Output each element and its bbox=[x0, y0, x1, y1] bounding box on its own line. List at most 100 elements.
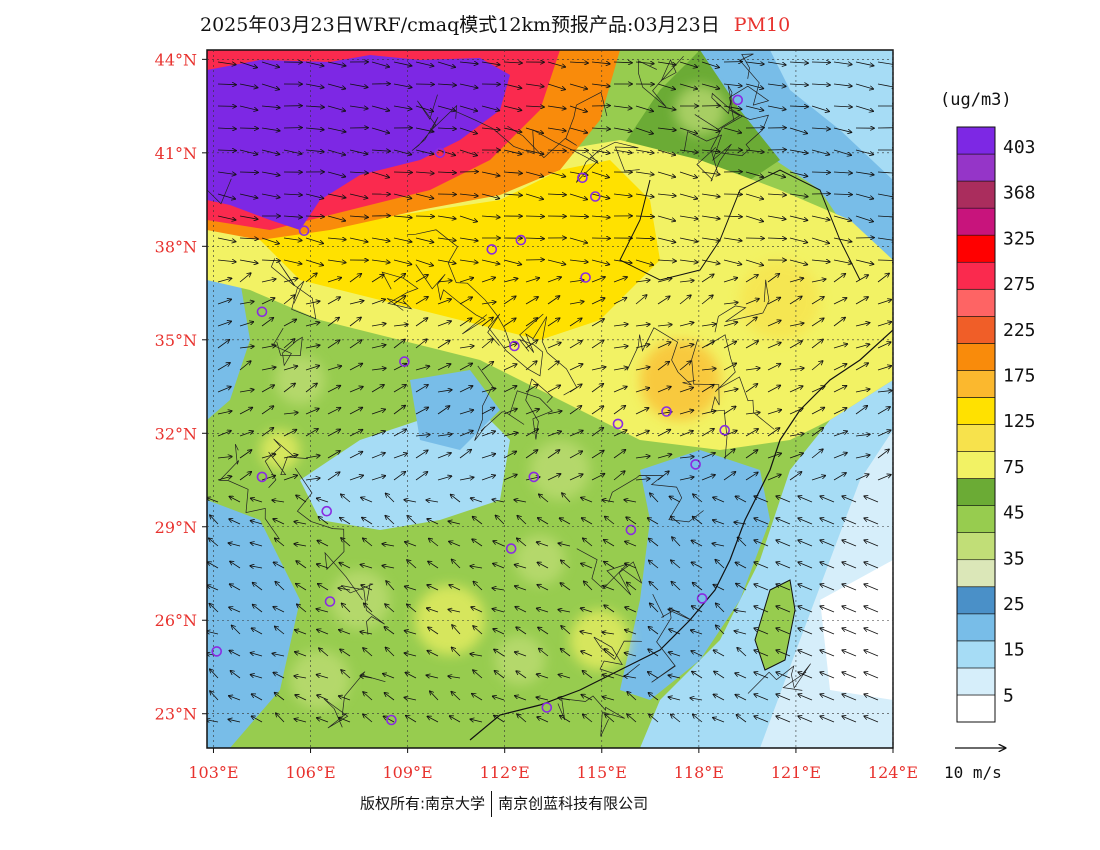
boundary-line bbox=[415, 264, 488, 335]
wind-arrow bbox=[855, 297, 868, 305]
texture-blobs bbox=[260, 85, 820, 710]
wind-arrow bbox=[429, 539, 439, 547]
wind-arrow bbox=[415, 450, 428, 459]
city-station-marker bbox=[509, 340, 520, 352]
wind-arrow bbox=[657, 105, 676, 110]
wind-arrow bbox=[723, 363, 736, 371]
wind-arrow bbox=[605, 517, 615, 525]
lon-label: 103°E bbox=[188, 763, 238, 782]
wind-arrow bbox=[855, 105, 873, 111]
legend-label: 403 bbox=[1003, 137, 1036, 158]
wind-arrow bbox=[569, 150, 588, 151]
wind-arrow bbox=[393, 259, 412, 264]
wind-arrow bbox=[669, 652, 681, 657]
wind-arrow bbox=[239, 273, 251, 283]
wind-arrow bbox=[537, 717, 549, 723]
wind-arrow bbox=[735, 562, 747, 569]
wind-arrow bbox=[723, 127, 741, 133]
wind-arrow bbox=[349, 301, 364, 305]
wind-arrow bbox=[305, 128, 324, 130]
wind-arrow bbox=[679, 388, 693, 393]
wind-arrow bbox=[833, 172, 852, 173]
wind-arrow bbox=[591, 319, 604, 327]
wind-arrow bbox=[745, 429, 758, 437]
wind-arrow bbox=[371, 385, 384, 393]
wind-arrow bbox=[798, 518, 813, 525]
wind-arrow bbox=[341, 538, 351, 547]
wind-arrow bbox=[776, 518, 791, 525]
wind-arrow bbox=[668, 697, 681, 701]
wind-arrow bbox=[261, 406, 274, 415]
wind-arrow bbox=[811, 237, 829, 243]
wind-arrow bbox=[833, 259, 852, 264]
wind-arrow bbox=[591, 428, 603, 437]
wind-arrow bbox=[657, 61, 676, 65]
wind-arrow bbox=[503, 62, 522, 63]
wind-arrow bbox=[649, 714, 659, 723]
wind-arrow bbox=[251, 521, 263, 525]
wind-arrow bbox=[451, 495, 461, 503]
wind-arrow bbox=[239, 149, 258, 154]
boundary-line bbox=[407, 229, 512, 347]
wind-arrow bbox=[613, 194, 632, 196]
wind-arrow bbox=[701, 341, 714, 349]
wind-arrow bbox=[855, 389, 870, 393]
wind-arrow bbox=[591, 84, 610, 86]
wind-arrow bbox=[811, 84, 830, 85]
legend-label: 35 bbox=[1003, 548, 1025, 569]
wind-arrow bbox=[393, 149, 411, 155]
wind-arrow bbox=[701, 324, 716, 326]
wind-arrow bbox=[569, 384, 582, 393]
legend-swatch bbox=[956, 424, 996, 452]
wind-arrow bbox=[525, 149, 544, 154]
wind-arrow bbox=[364, 603, 373, 613]
wind-arrow bbox=[745, 150, 764, 152]
wind-arrow bbox=[481, 128, 500, 130]
wind-arrow bbox=[503, 172, 522, 173]
boundary-line bbox=[576, 548, 643, 596]
wind-arrow bbox=[820, 716, 835, 723]
wind-arrow bbox=[776, 562, 791, 569]
wind-arrow bbox=[820, 540, 835, 547]
wind-arrow bbox=[338, 588, 351, 590]
wind-arrow bbox=[305, 61, 324, 66]
wind-arrow bbox=[767, 453, 781, 459]
city-station-marker bbox=[528, 471, 540, 483]
wind-arrow bbox=[525, 278, 539, 283]
wind-arrow bbox=[754, 562, 769, 569]
wind-arrow bbox=[562, 493, 571, 503]
wind-arrow bbox=[547, 296, 560, 305]
wind-arrow bbox=[481, 216, 500, 217]
wind-arrow bbox=[798, 716, 813, 723]
wind-arrow bbox=[582, 671, 593, 679]
wind-arrow bbox=[877, 342, 891, 349]
wind-arrow bbox=[404, 653, 417, 657]
wind-arrow bbox=[261, 345, 276, 348]
wind-arrow bbox=[603, 675, 615, 679]
wind-arrow bbox=[493, 541, 505, 547]
wind-arrow bbox=[503, 318, 516, 327]
wind-arrow bbox=[811, 318, 824, 327]
northeast-light bbox=[770, 50, 893, 180]
wind-arrow bbox=[503, 451, 516, 459]
wind-arrow bbox=[693, 494, 703, 503]
wind-arrow bbox=[713, 497, 725, 503]
wind-arrow bbox=[384, 716, 395, 723]
wind-arrow bbox=[584, 581, 593, 591]
wind-arrow bbox=[842, 716, 857, 723]
wind-arrow bbox=[789, 341, 802, 349]
wind-arrow bbox=[305, 429, 318, 437]
wind-arrow bbox=[209, 538, 219, 547]
wind-arrow bbox=[877, 430, 891, 437]
lat-label: 32°N bbox=[155, 424, 197, 443]
wind-arrow bbox=[569, 318, 582, 327]
lat-label: 35°N bbox=[155, 331, 197, 350]
wind-arrow bbox=[230, 584, 241, 591]
wind-arrow bbox=[371, 368, 386, 370]
wind-arrow bbox=[239, 105, 258, 110]
wind-arrow bbox=[776, 628, 791, 635]
wind-arrow bbox=[679, 431, 693, 437]
wind-arrow bbox=[481, 302, 496, 304]
legend-swatch bbox=[956, 505, 996, 533]
wind-arrow bbox=[657, 430, 670, 437]
